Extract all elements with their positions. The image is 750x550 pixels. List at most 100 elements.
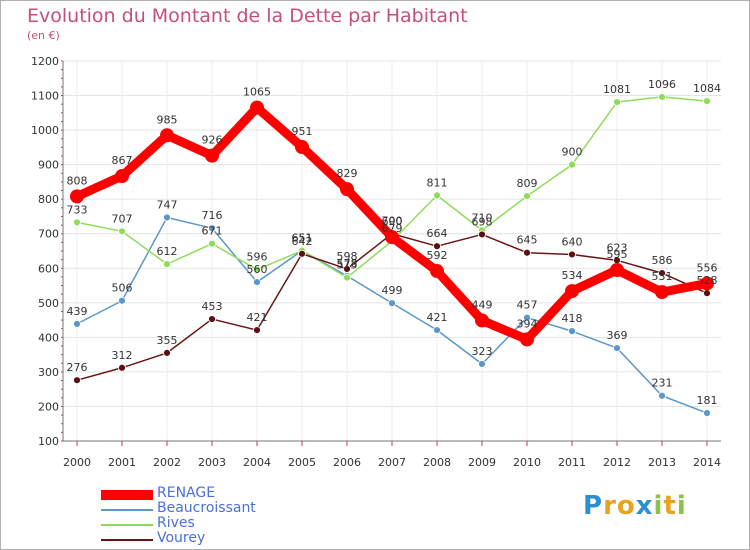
data-point-renage — [250, 100, 264, 115]
data-point-renage — [340, 182, 354, 197]
data-label-rives: 596 — [247, 251, 268, 264]
data-label-renage: 556 — [697, 261, 718, 274]
data-point-vourey — [73, 376, 81, 385]
data-point-vourey — [253, 326, 261, 335]
data-point-renage — [430, 264, 444, 279]
data-point-rives — [163, 260, 171, 269]
x-tick-label: 2002 — [153, 456, 181, 469]
x-tick-label: 2014 — [693, 456, 721, 469]
data-label-renage: 394 — [517, 317, 538, 330]
data-point-beaucroissant — [433, 326, 441, 335]
y-tick-label: 600 — [38, 262, 59, 275]
legend-swatch — [101, 509, 153, 511]
data-point-rives — [208, 239, 216, 248]
y-tick-label: 900 — [38, 159, 59, 172]
data-point-renage — [385, 230, 399, 245]
data-label-beaucroissant: 369 — [607, 329, 628, 342]
data-point-vourey — [208, 315, 216, 323]
data-label-rives: 612 — [157, 245, 178, 258]
data-point-beaucroissant — [73, 319, 81, 328]
x-tick-label: 2001 — [108, 456, 136, 469]
data-label-rives: 573 — [337, 259, 358, 272]
data-point-renage — [70, 189, 84, 204]
proxiti-logo: Proxiti — [583, 491, 687, 521]
data-label-rives: 651 — [292, 232, 313, 245]
data-point-beaucroissant — [118, 296, 126, 305]
x-tick-label: 2010 — [513, 456, 541, 469]
data-label-renage: 867 — [112, 154, 133, 167]
data-point-rives — [73, 218, 81, 227]
data-label-vourey: 640 — [562, 235, 583, 248]
data-label-renage: 951 — [292, 125, 313, 138]
y-tick-label: 200 — [38, 400, 59, 413]
data-point-vourey — [478, 230, 486, 239]
data-point-renage — [520, 332, 534, 347]
data-label-beaucroissant: 231 — [652, 377, 673, 390]
data-point-vourey — [523, 248, 531, 257]
data-label-rives: 809 — [517, 177, 538, 190]
data-point-renage — [115, 169, 129, 184]
data-point-rives — [523, 192, 531, 200]
data-label-renage: 592 — [427, 249, 448, 262]
data-label-beaucroissant: 747 — [157, 198, 178, 211]
legend-swatch — [101, 524, 153, 526]
data-point-vourey — [658, 269, 666, 278]
data-label-vourey: 642 — [292, 235, 313, 248]
y-tick-label: 500 — [38, 297, 59, 310]
data-label-renage: 449 — [472, 298, 493, 311]
data-label-rives: 900 — [562, 146, 583, 159]
y-tick-label: 1000 — [31, 124, 59, 137]
data-point-vourey — [703, 289, 711, 298]
legend-swatch — [101, 490, 153, 500]
data-point-beaucroissant — [568, 327, 576, 336]
data-label-rives: 671 — [202, 225, 223, 238]
data-point-renage — [475, 313, 489, 328]
x-tick-label: 2009 — [468, 456, 496, 469]
data-point-rives — [253, 265, 261, 274]
chart-subtitle: (en €) — [27, 29, 60, 42]
data-point-renage — [205, 148, 219, 163]
data-label-vourey: 598 — [337, 250, 358, 263]
data-label-beaucroissant: 651 — [292, 232, 313, 245]
y-tick-label: 100 — [38, 435, 59, 448]
data-label-vourey: 700 — [382, 215, 403, 228]
data-point-vourey — [118, 363, 126, 372]
legend-label: Rives — [157, 515, 195, 531]
y-tick-label: 300 — [38, 366, 59, 379]
data-label-vourey: 355 — [157, 334, 178, 347]
data-point-vourey — [298, 249, 306, 258]
data-point-vourey — [163, 349, 171, 357]
data-label-renage: 531 — [652, 270, 673, 283]
x-tick-label: 2008 — [423, 456, 451, 469]
x-tick-label: 2005 — [288, 456, 316, 469]
data-point-rives — [658, 93, 666, 101]
data-point-renage — [655, 285, 669, 300]
legend-label: RENAGE — [157, 485, 216, 501]
chart-title: Evolution du Montant de la Dette par Hab… — [27, 5, 468, 27]
y-tick-label: 700 — [38, 228, 59, 241]
x-tick-label: 2003 — [198, 456, 226, 469]
data-label-beaucroissant: 578 — [337, 257, 358, 270]
data-label-beaucroissant: 439 — [67, 305, 88, 318]
data-point-vourey — [568, 250, 576, 259]
data-label-rives: 1081 — [603, 83, 631, 96]
legend-swatch — [101, 539, 153, 541]
data-point-renage — [565, 284, 579, 299]
data-point-rives — [118, 227, 126, 236]
x-tick-label: 2007 — [378, 456, 406, 469]
x-tick-label: 2000 — [63, 456, 91, 469]
data-point-renage — [160, 128, 174, 143]
data-label-rives: 811 — [427, 176, 448, 189]
y-tick-label: 1100 — [31, 90, 59, 103]
data-label-rives: 1096 — [648, 78, 676, 91]
data-label-beaucroissant: 506 — [112, 282, 133, 295]
data-label-vourey: 664 — [427, 227, 448, 240]
data-point-rives — [613, 98, 621, 107]
data-label-vourey: 528 — [697, 274, 718, 287]
data-label-beaucroissant: 457 — [517, 299, 538, 312]
data-point-vourey — [343, 265, 351, 273]
y-tick-label: 400 — [38, 331, 59, 344]
data-label-beaucroissant: 716 — [202, 209, 223, 222]
